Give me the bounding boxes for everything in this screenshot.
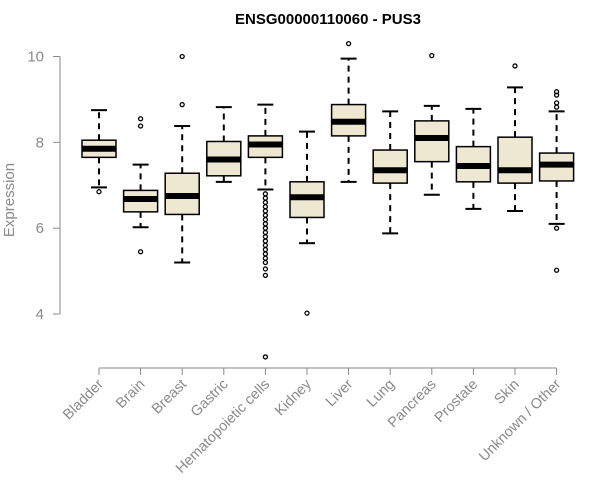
- outlier-point: [262, 208, 269, 214]
- outlier-point: [262, 238, 269, 244]
- x-tick-label: Bladder: [60, 376, 107, 423]
- outlier-point: [137, 123, 144, 129]
- outlier-point: [553, 104, 560, 110]
- x-tick-label: Breast: [149, 377, 190, 418]
- y-tick-label: 4: [36, 306, 44, 323]
- outlier-point: [553, 267, 560, 273]
- outlier-point: [179, 101, 185, 108]
- outlier-point: [262, 229, 269, 236]
- box-6: [330, 40, 367, 183]
- outlier-point: [262, 255, 269, 261]
- x-tick-label: Skin: [492, 377, 523, 408]
- outlier-point: [345, 40, 352, 47]
- box-5: [289, 130, 325, 316]
- outlier-point: [262, 272, 269, 279]
- x-tick-label: Brain: [113, 377, 148, 412]
- box-3: [206, 106, 242, 183]
- x-tick-label: Prostate: [432, 377, 481, 426]
- outlier-point: [262, 204, 269, 210]
- outlier-point: [262, 195, 269, 201]
- outlier-point: [96, 189, 102, 195]
- box-2: [164, 53, 200, 264]
- box-9: [455, 107, 492, 210]
- box-7: [372, 110, 408, 235]
- box-11: [538, 89, 575, 273]
- outlier-point: [553, 225, 560, 231]
- y-axis-label: Expression: [1, 163, 18, 237]
- y-axis: 4 6 8 10: [27, 49, 61, 323]
- box-iqr: [497, 136, 533, 184]
- outlier-point: [262, 242, 269, 248]
- box-iqr: [372, 149, 408, 184]
- box-8: [414, 52, 450, 196]
- box-series: [81, 40, 575, 360]
- outlier-point: [429, 52, 435, 59]
- y-tick-label: 10: [27, 49, 44, 66]
- outlier-point: [262, 266, 269, 272]
- outlier-point: [262, 191, 269, 197]
- y-tick-label: 8: [36, 134, 44, 151]
- outlier-point: [179, 53, 185, 60]
- outlier-point: [553, 100, 560, 106]
- outlier-point: [262, 251, 269, 257]
- outlier-point: [262, 225, 269, 231]
- x-tick-label: Kidney: [272, 376, 315, 419]
- outlier-point: [262, 212, 269, 218]
- chart-title: ENSG00000110060 - PUS3: [235, 11, 421, 28]
- outlier-point: [262, 221, 269, 227]
- box-0: [81, 109, 117, 195]
- box-10: [497, 63, 533, 212]
- outlier-point: [553, 92, 560, 98]
- x-tick-label: Liver: [323, 376, 357, 410]
- outlier-point: [304, 310, 310, 316]
- outlier-point: [262, 246, 269, 253]
- box-1: [122, 116, 159, 255]
- outlier-point: [262, 259, 269, 266]
- outlier-point: [262, 234, 269, 240]
- outlier-point: [512, 63, 518, 69]
- y-tick-label: 6: [36, 220, 44, 237]
- outlier-point: [137, 249, 144, 255]
- box-4: [247, 103, 284, 360]
- x-tick-label: Lung: [364, 377, 398, 411]
- outlier-point: [262, 199, 269, 206]
- outlier-point: [137, 116, 144, 122]
- outlier-point: [262, 216, 269, 223]
- outlier-point: [262, 354, 269, 360]
- box-iqr: [414, 120, 450, 163]
